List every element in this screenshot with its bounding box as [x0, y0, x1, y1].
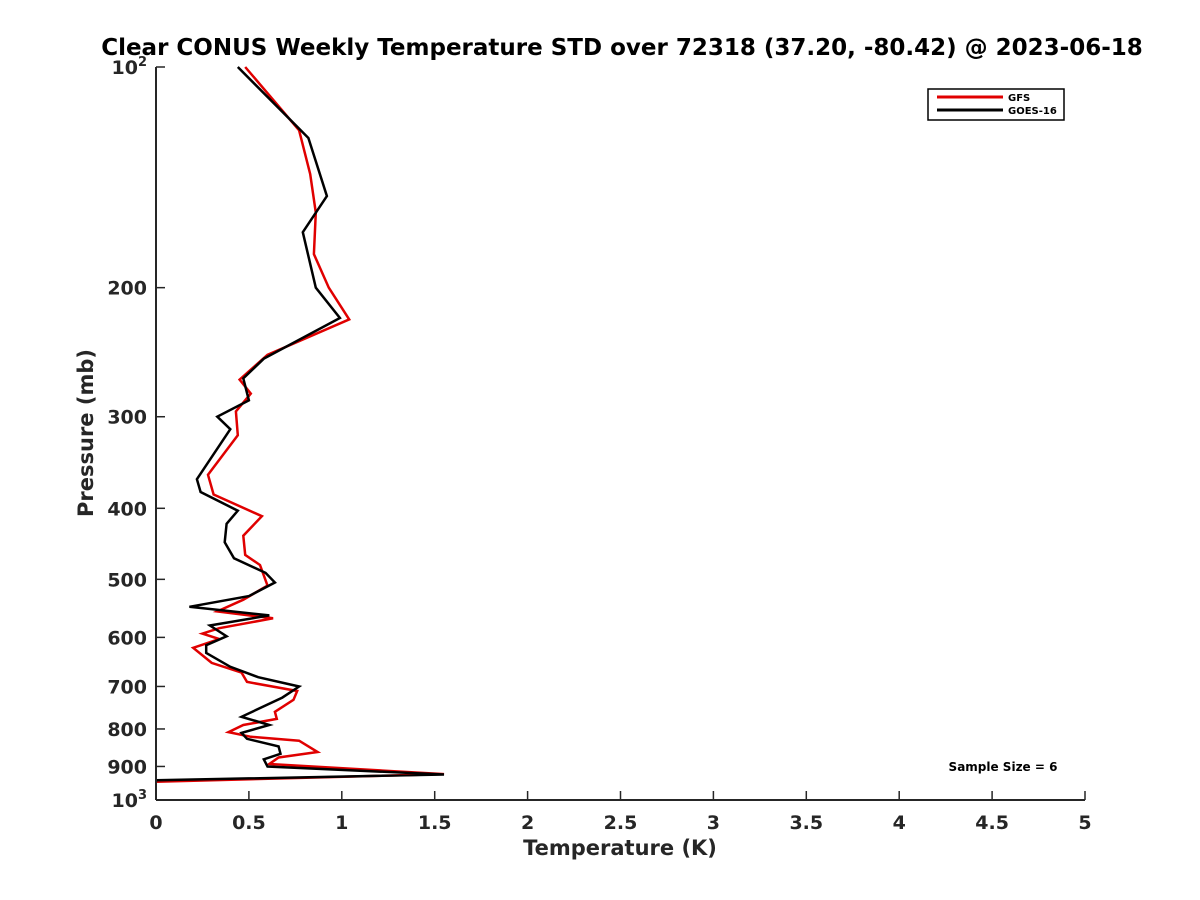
x-tick-label: 1 [335, 812, 348, 834]
y-tick-label: 900 [107, 756, 147, 778]
y-tick-label: 103 [112, 788, 148, 812]
series-lines [155, 66, 445, 783]
x-tick-label: 3 [707, 812, 720, 834]
y-tick-label: 400 [107, 498, 147, 520]
y-tick-label: 700 [107, 676, 147, 698]
legend-label-goes16: GOES-16 [1008, 106, 1057, 117]
x-tick-label: 1.5 [418, 812, 452, 834]
x-axis-label: Temperature (K) [523, 836, 717, 860]
x-tick-label: 2.5 [604, 812, 638, 834]
legend-box [927, 88, 1065, 121]
y-axis-ticks: 102 200 300 400 500 600 700 800 900 103 [107, 55, 165, 812]
x-tick-label: 2 [521, 812, 534, 834]
x-tick-label: 0.5 [232, 812, 266, 834]
x-tick-label: 5 [1078, 812, 1091, 834]
x-tick-label: 3.5 [789, 812, 823, 834]
y-tick-label: 102 [112, 55, 148, 79]
legend-label-gfs: GFS [1008, 93, 1030, 104]
y-tick-label: 600 [107, 627, 147, 649]
y-tick-label: 200 [107, 278, 147, 300]
y-axis-label: Pressure (mb) [74, 349, 98, 517]
x-tick-label: 4 [893, 812, 906, 834]
plot-background [156, 67, 1085, 800]
legend: GFS GOES-16 [927, 88, 1065, 121]
x-tick-label: 0 [149, 812, 162, 834]
y-tick-label: 500 [107, 569, 147, 591]
y-tick-label: 300 [107, 407, 147, 429]
plot-area: 0 0.5 1 1.5 2 2.5 3 3.5 4 4.5 5 102 200 300 400 500 600… [107, 55, 1091, 834]
chart-title: Clear CONUS Weekly Temperature STD over … [101, 35, 1143, 61]
x-tick-label: 4.5 [975, 812, 1009, 834]
series-line-goes16 [155, 66, 445, 782]
y-tick-label: 800 [107, 719, 147, 741]
x-axis-ticks: 0 0.5 1 1.5 2 2.5 3 3.5 4 4.5 5 [149, 791, 1092, 834]
sample-size-annotation: Sample Size = 6 [949, 760, 1058, 774]
